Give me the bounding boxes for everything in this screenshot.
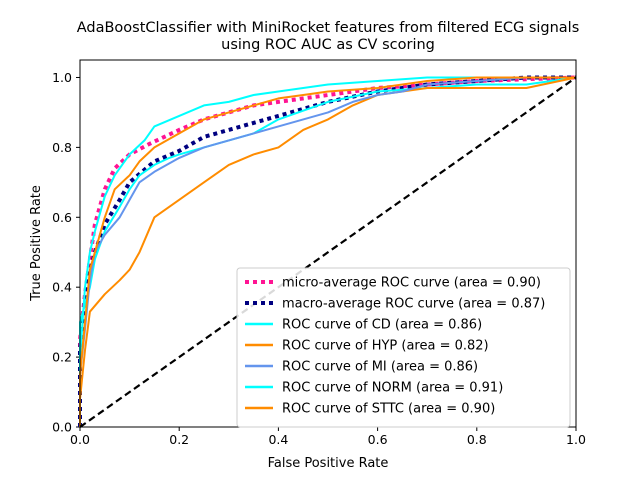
x-tick-label: 0.0 xyxy=(70,432,90,447)
y-tick-label: 0.2 xyxy=(52,350,72,365)
x-tick-label: 0.2 xyxy=(169,432,189,447)
chance-diagonal-line xyxy=(79,76,577,428)
roc-curve-7 xyxy=(79,76,576,427)
chart-title-line1: AdaBoostClassifier with MiniRocket featu… xyxy=(77,20,580,36)
axis-ticks: 0.0 0.2 0.4 0.6 0.8 1.0 0.0 0.2 0.4 0.6 0.8 1.0 xyxy=(52,70,586,447)
x-tick-label: 0.6 xyxy=(368,432,388,447)
plot-area xyxy=(78,75,577,428)
y-tick-label: 0.4 xyxy=(52,280,72,295)
legend-label-7: ROC curve of STTC (area = 0.90) xyxy=(282,402,495,417)
legend-label-6: ROC curve of NORM (area = 0.91) xyxy=(282,381,503,396)
x-tick-label: 0.8 xyxy=(467,432,487,447)
chart-title-line2: using ROC AUC as CV scoring xyxy=(221,37,435,53)
legend-label-4: ROC curve of HYP (area = 0.82) xyxy=(282,339,489,354)
y-tick-label: 0.0 xyxy=(52,420,72,435)
legend-label-5: ROC curve of MI (area = 0.86) xyxy=(282,360,478,375)
x-axis-label: False Positive Rate xyxy=(268,456,389,471)
x-tick-label: 0.4 xyxy=(268,432,288,447)
y-tick-label: 1.0 xyxy=(52,70,72,85)
roc-curve-3 xyxy=(79,76,577,427)
legend: micro-average ROC curve (area = 0.90) mac… xyxy=(236,267,571,428)
y-tick-label: 0.6 xyxy=(52,210,72,225)
legend-label-1: micro-average ROC curve (area = 0.90) xyxy=(282,276,541,291)
legend-label-3: ROC curve of CD (area = 0.86) xyxy=(282,318,482,333)
y-tick-label: 0.8 xyxy=(52,140,72,155)
legend-label-2: macro-average ROC curve (area = 0.87) xyxy=(282,297,545,312)
roc-curve-6 xyxy=(79,76,576,427)
legend-box xyxy=(236,267,571,428)
x-tick-label: 1.0 xyxy=(566,432,586,447)
y-axis-label: True Positive Rate xyxy=(29,185,44,302)
